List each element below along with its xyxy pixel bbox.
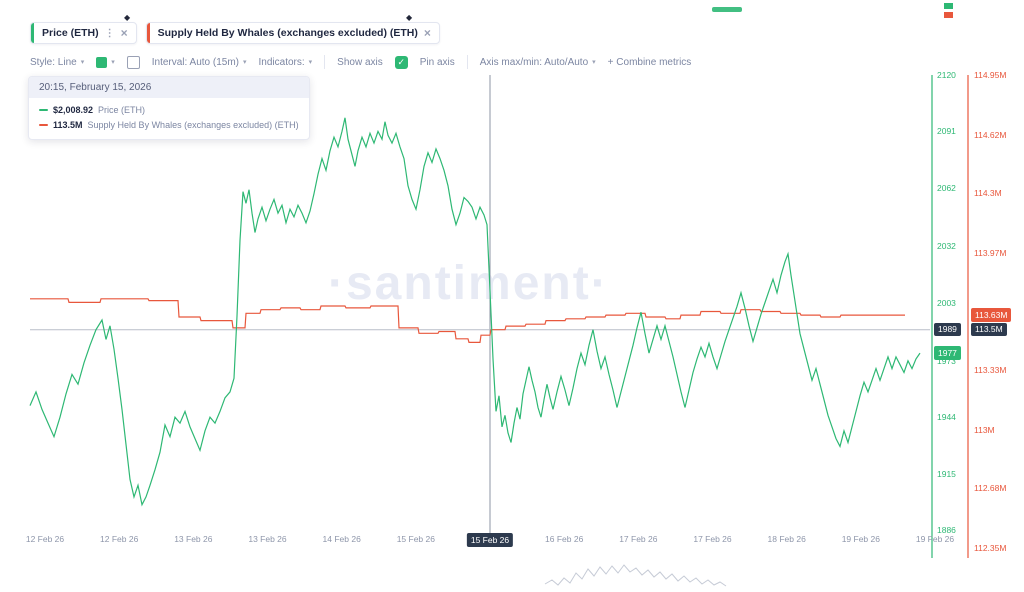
x-axis-label: 19 Feb 26 [841,534,880,544]
style-label: Style: Line [30,56,77,68]
close-icon[interactable]: × [423,26,431,40]
toolbar-divider [324,55,326,69]
supply-crosshair-badge: 113.5M [971,322,1007,337]
chevron-down-icon: ▾ [243,59,247,66]
x-axis-label: 12 Feb 26 [100,534,139,544]
indicators-dropdown[interactable]: Indicators: ▾ [259,57,313,68]
x-axis-label: 17 Feb 26 [619,534,658,544]
axis-maxmin-label: Axis max/min: Auto/Auto [479,56,589,68]
tab-supply[interactable]: Supply Held By Whales (exchanges exclude… [145,22,440,44]
drag-handle-icon[interactable]: ◆ [124,13,131,22]
show-axis-label: Show axis [337,56,383,68]
x-axis-label: 15 Feb 26 [396,534,435,544]
tooltip-body: $2,008.92 Price (ETH) 113.5M Supply Held… [29,98,309,139]
chevron-down-icon: ▾ [111,59,115,66]
indicators-label: Indicators: [258,56,305,68]
x-axis-label: 19 Feb 26 [915,534,955,544]
price-axis-label: 1915 [937,468,956,479]
tooltip-price-label: Price (ETH) [98,105,146,115]
price-axis-label: 2120 [937,70,956,80]
metric-tabs: Price (ETH) ⋮ × Supply Held By Whales (e… [30,22,440,44]
price-axis-label: 2032 [937,241,956,252]
tab-price-label: Price (ETH) [42,27,99,39]
supply-current-badge: 113.63M [971,308,1012,322]
price-line [29,117,921,507]
top-green-bar-decoration [712,7,742,12]
x-axis-label: 17 Feb 26 [693,534,732,544]
chevron-down-icon: ▾ [592,59,596,66]
price-crosshair-badge: 1989 [934,322,961,337]
interval-dropdown[interactable]: Interval: Auto (15m) ▾ [152,57,247,68]
color-swatch-dropdown[interactable]: ▾ [96,56,115,68]
navigator-line [544,564,727,587]
price-series-dash-icon [39,109,48,111]
combine-metrics-button[interactable]: + Combine metrics [608,57,692,68]
chevron-down-icon: ▾ [80,59,85,66]
chart-toolbar: Style: Line ▾ ▾ Interval: Auto (15m) ▾ I… [30,55,691,69]
top-green-tick-decoration [944,3,953,9]
interval-label: Interval: Auto (15m) [151,56,239,68]
santiment-watermark: ·santiment· [328,257,609,310]
price-axis-label: 1886 [937,525,956,535]
x-axis-label: 12 Feb 26 [25,534,65,544]
tooltip-row: $2,008.92 Price (ETH) [39,105,299,115]
supply-axis-label: 112.35M [974,543,1007,553]
supply-axis-label: 113.97M [974,248,1007,259]
tooltip-supply-value: 113.5M [53,120,83,130]
toolbar-divider [466,55,468,69]
kebab-menu-icon[interactable]: ⋮ [104,27,115,39]
chart-tooltip: 20:15, February 15, 2026 $2,008.92 Price… [28,76,310,140]
tooltip-price-value: $2,008.92 [53,105,94,115]
top-red-tick-decoration [944,12,953,18]
pin-axis-label: Pin axis [419,56,455,68]
style-dropdown[interactable]: Style: Line ▾ [30,57,84,68]
x-axis-label: 13 Feb 26 [174,534,213,544]
supply-series-dash-icon [39,124,48,126]
date-crosshair-badge: 15 Feb 26 [466,533,514,547]
chevron-down-icon: ▾ [308,59,313,66]
chart-frame-icon[interactable] [126,55,140,69]
close-icon[interactable]: × [120,26,128,40]
combine-metrics-label: + Combine metrics [607,56,692,68]
tab-price[interactable]: Price (ETH) ⋮ × [30,22,137,44]
price-axis-label: 1944 [937,412,956,423]
navigator[interactable] [544,564,727,587]
price-axis-label: 2091 [937,126,956,137]
color-swatch [96,56,108,68]
supply-axis-label: 113.33M [974,364,1007,375]
supply-axis-label: 113M [974,424,995,435]
tooltip-row: 113.5M Supply Held By Whales (exchanges … [39,120,299,130]
x-axis-label: 18 Feb 26 [767,534,806,544]
show-axis-checkbox[interactable]: ✓ [394,55,408,69]
tooltip-supply-label: Supply Held By Whales (exchanges exclude… [87,120,299,130]
price-axis-label: 2062 [937,182,956,193]
drag-handle-icon[interactable]: ◆ [406,13,413,22]
tab-supply-label: Supply Held By Whales (exchanges exclude… [157,27,418,39]
price-axis-label: 1973 [937,355,956,366]
supply-line [30,298,905,343]
supply-axis-label: 112.68M [974,482,1007,493]
price-axis-label: 2003 [937,297,956,308]
supply-axis-label: 114.95M [974,70,1007,80]
x-axis-label: 13 Feb 26 [248,534,287,544]
axis-maxmin-dropdown[interactable]: Axis max/min: Auto/Auto ▾ [480,57,596,68]
x-axis-label: 14 Feb 26 [322,534,361,544]
supply-axis-label: 114.3M [974,188,1002,199]
x-axis-label: 16 Feb 26 [545,534,584,544]
tooltip-timestamp: 20:15, February 15, 2026 [29,77,309,98]
price-current-badge: 1977 [934,346,961,360]
supply-axis-label: 114.62M [974,130,1007,141]
